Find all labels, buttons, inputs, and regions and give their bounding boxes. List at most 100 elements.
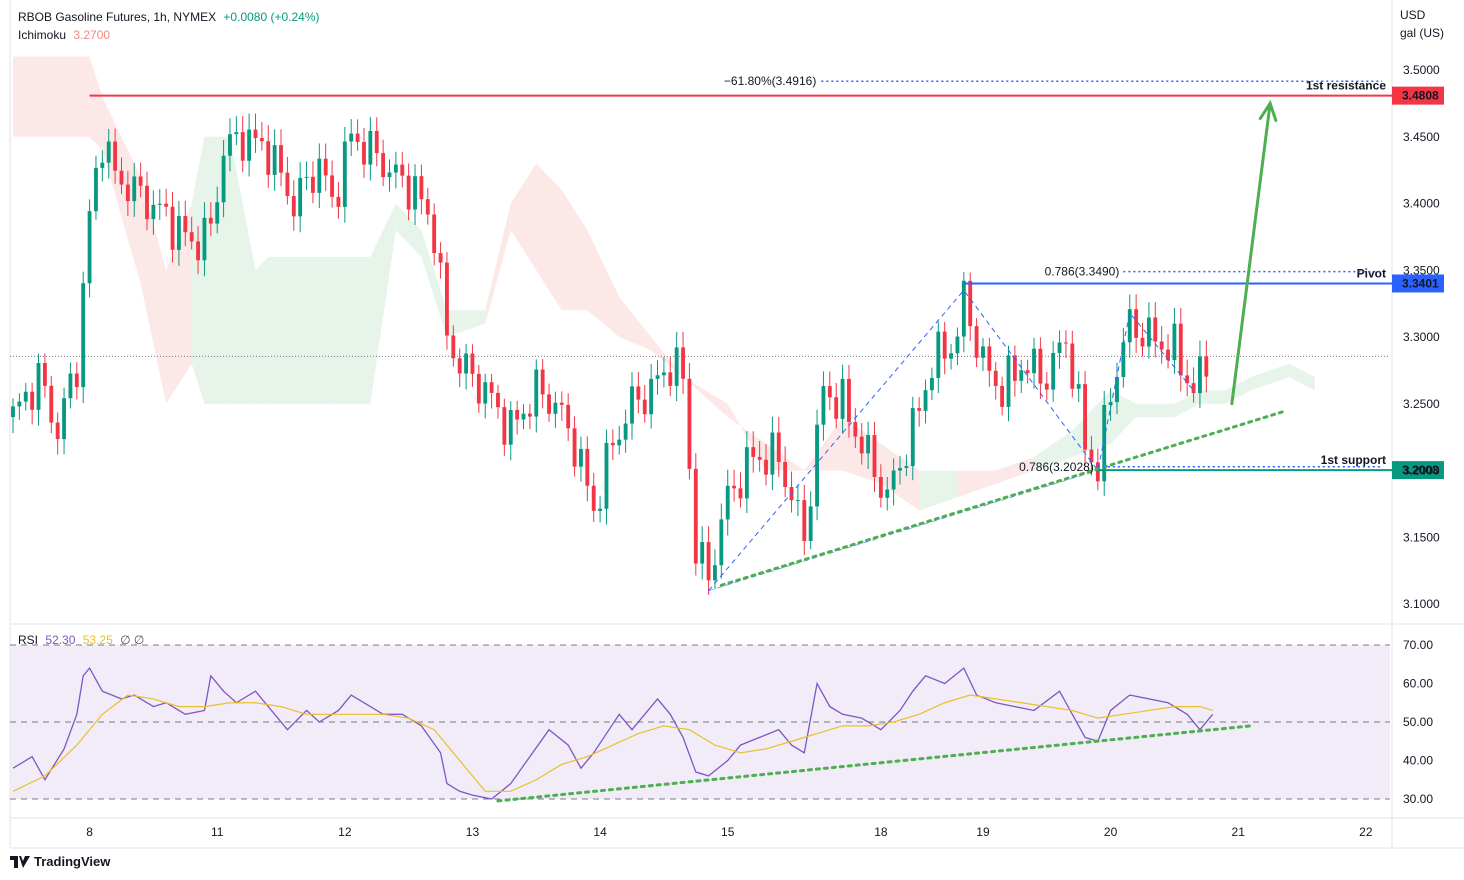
candle-body	[145, 185, 149, 220]
time-tick: 19	[976, 825, 990, 839]
pivot-label: Pivot	[1357, 266, 1386, 280]
candle-body	[94, 167, 98, 212]
time-tick: 11	[211, 825, 224, 839]
ichimoku-cloud-segment	[995, 457, 1035, 484]
candle-body	[1095, 462, 1100, 482]
candle-body	[1006, 355, 1011, 407]
rsi-ma-line	[12, 694, 1213, 792]
candle-body	[668, 372, 673, 386]
candle-body	[859, 436, 864, 454]
candle-body	[898, 467, 902, 471]
brand-name: TradingView	[34, 854, 111, 869]
rsi-trendline	[496, 724, 1253, 803]
candle-body	[630, 386, 634, 424]
candle-body	[234, 132, 239, 135]
harmonic-pattern-leg	[708, 470, 1098, 592]
ichimoku-cloud-segment	[166, 203, 192, 404]
candle-body	[406, 175, 411, 210]
candle-body	[164, 203, 169, 207]
candle-body	[49, 385, 54, 423]
candle-body	[732, 485, 737, 489]
candle-body	[649, 378, 654, 415]
candle-body	[1070, 343, 1075, 389]
fib-label: −61.80%(3.4916)	[724, 74, 816, 88]
candle-body	[419, 176, 424, 200]
rsi-band	[10, 645, 1390, 799]
rsi-extra: ∅ ∅	[120, 633, 145, 647]
candle-body	[336, 196, 341, 207]
brand-logo[interactable]: TradingView	[10, 854, 110, 869]
candle-body	[457, 358, 462, 374]
time-tick: 22	[1359, 825, 1373, 839]
price-change: +0.0080 (+0.24%)	[223, 10, 320, 24]
candle-body	[291, 196, 296, 217]
candle-body	[298, 177, 303, 217]
candle-body	[815, 424, 819, 507]
candle-body	[266, 141, 271, 175]
candle-body	[693, 468, 698, 564]
rsi-ma-value: 53.25	[82, 633, 113, 647]
candle-body	[470, 353, 475, 374]
candle-body	[598, 508, 603, 511]
candle-body	[878, 476, 883, 498]
candle-body	[834, 397, 839, 419]
ichimoku-cloud-segment	[957, 470, 996, 498]
candle-body	[438, 253, 443, 263]
pivot-price-label: 3.3401	[1402, 276, 1439, 290]
support-label: 1st support	[1321, 453, 1386, 467]
candle-body	[706, 542, 711, 581]
resistance-price-tag	[1392, 86, 1444, 105]
candle-body	[885, 489, 890, 498]
candle-body	[413, 176, 417, 210]
candle-body	[170, 206, 175, 250]
axis-unit-volume: gal (US)	[1400, 26, 1444, 40]
ichimoku-cloud-segment	[536, 163, 562, 311]
candle-body	[119, 170, 124, 185]
symbol-title[interactable]: RBOB Gasoline Futures, 1h, NYMEX	[18, 10, 217, 24]
price-tick: 3.5000	[1403, 63, 1440, 77]
indicator-name[interactable]: Ichimoku	[18, 28, 67, 42]
ichimoku-cloud-segment	[446, 310, 486, 337]
time-tick: 15	[721, 825, 735, 839]
candle-body	[374, 130, 379, 154]
time-tick: 12	[338, 825, 352, 839]
time-tick: 8	[86, 825, 93, 839]
candle-body	[196, 241, 200, 261]
candle-body	[355, 133, 360, 142]
candle-body	[923, 390, 928, 411]
candle-body	[547, 394, 551, 414]
candle-body	[240, 132, 245, 161]
candle-body	[1191, 383, 1196, 394]
price-tick: 3.4000	[1403, 197, 1440, 211]
candle-body	[87, 211, 92, 284]
candle-body	[106, 141, 111, 163]
ichimoku-cloud-segment	[229, 136, 256, 404]
candle-body	[176, 216, 181, 250]
candle-body	[681, 347, 685, 379]
candle-body	[330, 175, 334, 197]
candle-body	[1115, 376, 1119, 403]
ichimoku-cloud-segment	[510, 163, 537, 271]
candle-body	[655, 375, 660, 379]
ichimoku-cloud-segment	[804, 417, 843, 471]
rsi-name[interactable]: RSI	[18, 633, 39, 647]
candle-body	[757, 456, 762, 460]
candle-body	[891, 470, 896, 490]
candle-body	[68, 373, 73, 399]
candle-body	[349, 133, 354, 142]
candle-body	[100, 162, 105, 168]
candle-body	[17, 401, 22, 407]
price-tick: 3.2500	[1403, 397, 1440, 411]
candle-body	[464, 353, 469, 374]
candle-body	[189, 232, 194, 242]
candle-body	[208, 217, 213, 224]
candle-body	[62, 398, 66, 440]
candle-body	[604, 442, 609, 509]
candle-body	[432, 214, 437, 254]
rsi-line	[12, 666, 1214, 800]
candle-body	[642, 399, 647, 415]
candle-body	[751, 447, 756, 457]
candle-body	[579, 448, 583, 467]
candle-body	[342, 141, 347, 207]
